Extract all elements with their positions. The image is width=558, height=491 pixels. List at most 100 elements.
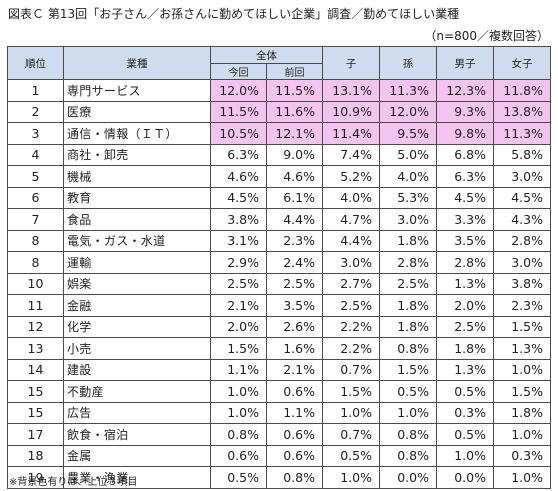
child-value-cell: 4.0% (322, 186, 380, 209)
boy-value-cell: 0.5% (436, 380, 494, 403)
boy-value-cell: 3.5% (436, 229, 494, 252)
industry-cell: 運輸 (63, 251, 211, 274)
grandchild-value-cell: 0.5% (379, 380, 437, 403)
current-value-cell: 2.1% (210, 294, 267, 317)
industry-cell: 教育 (63, 186, 211, 209)
boy-value-cell: 3.3% (436, 208, 494, 231)
previous-value-cell: 12.1% (266, 122, 323, 145)
child-value-cell: 0.7% (322, 423, 380, 446)
grandchild-value-cell: 4.0% (379, 165, 437, 188)
industry-cell: 商社・卸売 (63, 143, 211, 166)
rank-cell: 8 (7, 251, 64, 274)
girl-value-cell: 4.5% (493, 186, 551, 209)
industry-header: 業種 (63, 46, 211, 80)
grandchild-value-cell: 1.5% (379, 358, 437, 381)
rank-cell: 5 (7, 165, 64, 188)
child-value-cell: 1.0% (322, 401, 380, 424)
table-row: 2 医療 11.5% 11.6% 10.9% 12.0% 9.3% 13.8% (7, 100, 551, 123)
rank-cell: 11 (7, 294, 64, 317)
chart-title: 図表Ｃ 第13回「お子さん／お孫さんに勤めてほしい企業」調査／勤めてほしい業種 (8, 7, 460, 21)
current-value-cell: 0.6% (210, 444, 267, 467)
boy-value-cell: 0.0% (436, 466, 494, 489)
rank-cell: 7 (7, 208, 64, 231)
girl-value-cell: 1.5% (493, 380, 551, 403)
girl-value-cell: 0.3% (493, 444, 551, 467)
child-value-cell: 10.9% (322, 100, 380, 123)
child-value-cell: 4.4% (322, 229, 380, 252)
grandchild-header: 孫 (379, 46, 437, 80)
girl-value-cell: 2.3% (493, 294, 551, 317)
overall-header: 全体 (210, 46, 323, 64)
industry-cell: 娯楽 (63, 272, 211, 295)
current-value-cell: 6.3% (210, 143, 267, 166)
grandchild-value-cell: 11.3% (379, 79, 437, 102)
industry-cell: 通信・情報（ＩＴ） (63, 122, 211, 145)
grandchild-value-cell: 5.3% (379, 186, 437, 209)
child-value-cell: 2.7% (322, 272, 380, 295)
boy-value-cell: 2.8% (436, 251, 494, 274)
rank-cell: 17 (7, 423, 64, 446)
current-value-cell: 3.1% (210, 229, 267, 252)
grandchild-value-cell: 1.8% (379, 294, 437, 317)
industry-cell: 飲食・宿泊 (63, 423, 211, 446)
current-value-cell: 2.5% (210, 272, 267, 295)
industry-cell: 金融 (63, 294, 211, 317)
grandchild-value-cell: 2.8% (379, 251, 437, 274)
industry-table: 順位 業種 全体 子 孫 男子 女子 今回 前回 1 専門サービス 12.0% 11.… (7, 46, 551, 489)
current-value-cell: 0.5% (210, 466, 267, 489)
child-value-cell: 7.4% (322, 143, 380, 166)
current-value-cell: 2.9% (210, 251, 267, 274)
industry-cell: 専門サービス (63, 79, 211, 102)
child-value-cell: 11.4% (322, 122, 380, 145)
footnote: ※背景色有りは、上位３項目 (9, 477, 138, 488)
rank-cell: 1 (7, 79, 64, 102)
grandchild-value-cell: 0.8% (379, 444, 437, 467)
current-value-cell: 2.0% (210, 315, 267, 338)
boy-value-cell: 1.3% (436, 272, 494, 295)
boy-value-cell: 2.0% (436, 294, 494, 317)
child-value-cell: 1.0% (322, 466, 380, 489)
boy-value-cell: 12.3% (436, 79, 494, 102)
sample-note: （n=800／複数回答） (424, 29, 549, 43)
child-value-cell: 2.2% (322, 315, 380, 338)
current-value-cell: 10.5% (210, 122, 267, 145)
previous-value-cell: 2.1% (266, 358, 323, 381)
previous-value-cell: 2.5% (266, 272, 323, 295)
grandchild-value-cell: 3.0% (379, 208, 437, 231)
table-row: 3 通信・情報（ＩＴ） 10.5% 12.1% 11.4% 9.5% 9.8% 11.3% (7, 122, 551, 145)
girl-value-cell: 1.3% (493, 337, 551, 360)
grandchild-value-cell: 2.5% (379, 272, 437, 295)
industry-cell: 電気・ガス・水道 (63, 229, 211, 252)
industry-cell: 機械 (63, 165, 211, 188)
girl-value-cell: 1.0% (493, 358, 551, 381)
rank-cell: 8 (7, 229, 64, 252)
girl-value-cell: 1.5% (493, 315, 551, 338)
girl-value-cell: 1.8% (493, 401, 551, 424)
girl-value-cell: 13.8% (493, 100, 551, 123)
table-row: 7 食品 3.8% 4.4% 4.7% 3.0% 3.3% 4.3% (7, 208, 551, 231)
rank-cell: 14 (7, 358, 64, 381)
industry-cell: 建設 (63, 358, 211, 381)
industry-cell: 小売 (63, 337, 211, 360)
rank-cell: 19 (7, 466, 64, 489)
girl-value-cell: 4.3% (493, 208, 551, 231)
industry-cell: 不動産 (63, 380, 211, 403)
rank-cell: 15 (7, 380, 64, 403)
girl-value-cell: 5.8% (493, 143, 551, 166)
child-value-cell: 2.5% (322, 294, 380, 317)
child-value-cell: 0.7% (322, 358, 380, 381)
industry-cell: 化学 (63, 315, 211, 338)
grandchild-value-cell: 0.8% (379, 423, 437, 446)
previous-value-cell: 6.1% (266, 186, 323, 209)
rank-cell: 6 (7, 186, 64, 209)
table-row: 15 広告 1.0% 1.1% 1.0% 1.0% 0.3% 1.8% (7, 401, 551, 424)
girl-value-cell: 1.0% (493, 466, 551, 489)
grandchild-value-cell: 1.8% (379, 315, 437, 338)
current-header: 今回 (210, 63, 267, 80)
industry-cell: 広告 (63, 401, 211, 424)
girl-value-cell: 3.0% (493, 251, 551, 274)
rank-cell: 13 (7, 337, 64, 360)
girl-value-cell: 3.8% (493, 272, 551, 295)
previous-value-cell: 0.8% (266, 466, 323, 489)
previous-value-cell: 0.6% (266, 423, 323, 446)
